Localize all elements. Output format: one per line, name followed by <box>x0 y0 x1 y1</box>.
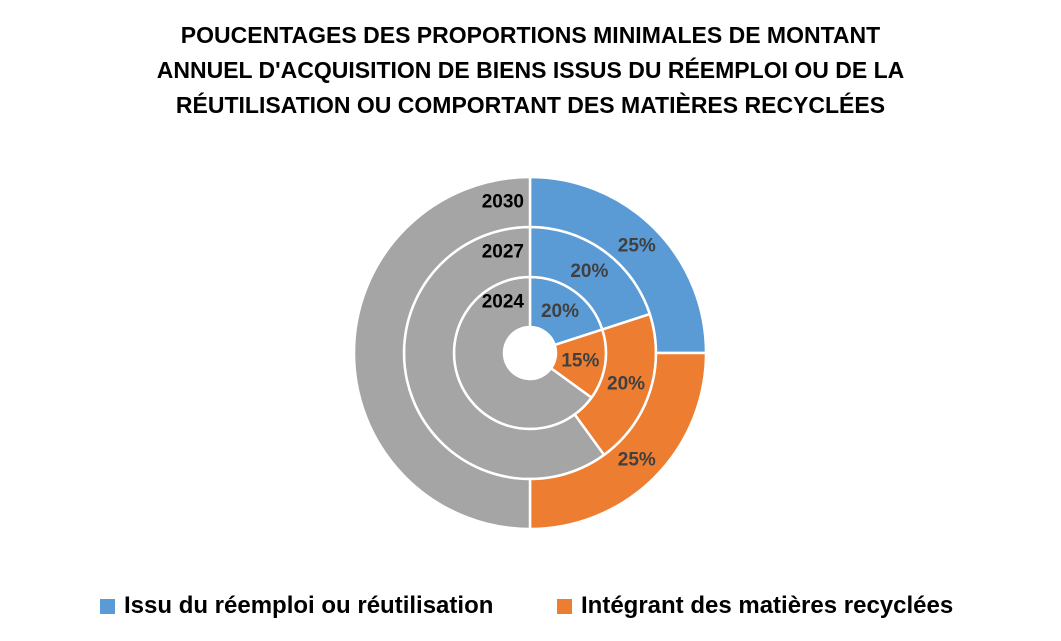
chart-title-line-3: RÉUTILISATION OU COMPORTANT DES MATIÈRES… <box>175 92 886 118</box>
chart-title: POUCENTAGES DES PROPORTIONS MINIMALES DE… <box>0 18 1061 123</box>
legend-item-reuse: Issu du réemploi ou réutilisation <box>100 588 493 624</box>
data-label-2027-reuse: 20% <box>570 261 608 282</box>
data-label-2024-reuse: 20% <box>541 301 579 322</box>
legend-label-recycled: Intégrant des matières recyclées <box>581 592 954 619</box>
ring-label-2030: 2030 <box>482 192 524 213</box>
ring-label-2027: 2027 <box>482 242 524 263</box>
ring-label-2024: 2024 <box>482 292 525 313</box>
legend-swatch-recycled <box>557 598 572 614</box>
legend-item-recycled: Intégrant des matières recyclées <box>557 588 953 624</box>
data-label-2027-recycled: 20% <box>607 374 645 395</box>
data-label-2030-reuse: 25% <box>618 236 656 257</box>
legend-label-reuse: Issu du réemploi ou réutilisation <box>124 592 494 619</box>
chart-legend: Issu du réemploi ou réutilisation Intégr… <box>0 588 1061 624</box>
data-label-2024-recycled: 15% <box>561 350 599 371</box>
data-label-2030-recycled: 25% <box>618 449 656 470</box>
chart-title-line-2: ANNUEL D'ACQUISITION DE BIENS ISSUS DU R… <box>156 57 905 83</box>
legend-swatch-reuse <box>100 598 115 614</box>
slice-2030-remainder <box>352 175 532 531</box>
chart-title-line-1: POUCENTAGES DES PROPORTIONS MINIMALES DE… <box>180 22 881 48</box>
